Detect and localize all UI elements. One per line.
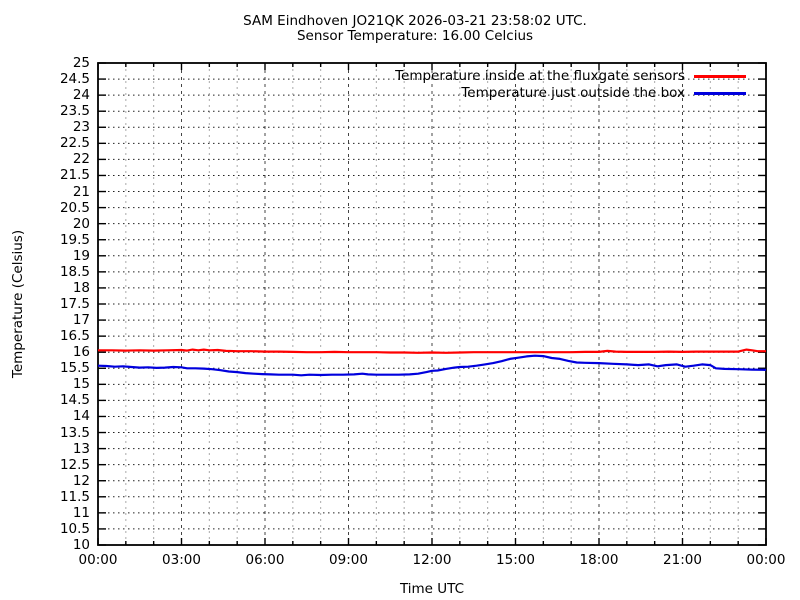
y-tick-label: 16	[72, 344, 90, 361]
y-tick-label: 22	[72, 151, 90, 168]
x-tick-label: 06:00	[245, 552, 285, 568]
y-tick-label: 23.5	[59, 103, 90, 120]
y-tick-label: 18.5	[59, 263, 90, 280]
y-tick-label: 17.5	[59, 296, 90, 312]
y-tick-label: 11.5	[59, 488, 90, 505]
y-tick-label: 20	[72, 215, 90, 232]
legend-line-sample-red	[694, 74, 746, 78]
x-tick-label: 15:00	[496, 552, 535, 568]
y-tick-label: 19	[72, 247, 90, 264]
series-line	[98, 348, 766, 354]
y-tick-label: 13	[72, 440, 90, 457]
y-tick-label: 19.5	[59, 231, 90, 248]
y-tick-label: 20.5	[59, 199, 90, 216]
y-tick-label: 24.5	[59, 71, 90, 88]
y-tick-label: 13.5	[59, 424, 90, 441]
y-tick-label: 15	[72, 376, 90, 393]
x-tick-label: 12:00	[412, 552, 452, 568]
x-tick-label: 00:00	[78, 552, 118, 568]
x-tick-label: 18:00	[579, 552, 619, 568]
y-tick-label: 23	[72, 119, 90, 136]
chart-title: SAM Eindhoven JO21QK 2026-03-21 23:58:02…	[30, 14, 800, 44]
legend-line-sample-blue	[694, 91, 746, 95]
y-tick-label: 18	[72, 279, 90, 296]
y-tick-label: 10.5	[59, 520, 90, 537]
legend-label-outside: Temperature just outside the box	[461, 85, 685, 101]
y-tick-label: 21.5	[59, 167, 90, 184]
y-tick-label: 16.5	[59, 328, 90, 345]
legend-row-inside: Temperature inside at the fluxgate senso…	[395, 68, 746, 84]
y-tick-label: 25	[72, 55, 90, 71]
x-tick-label: 09:00	[329, 552, 368, 568]
x-tick-label: 03:00	[162, 552, 201, 568]
y-tick-label: 17	[72, 312, 90, 329]
x-tick-label: 00:00	[746, 552, 786, 568]
series-line	[97, 354, 767, 377]
y-tick-label: 14	[72, 408, 90, 425]
y-tick-label: 10	[72, 537, 90, 553]
y-tick-label: 22.5	[59, 135, 90, 152]
legend-row-outside: Temperature just outside the box	[461, 85, 746, 101]
y-tick-label: 14.5	[59, 392, 90, 409]
y-tick-label: 12	[72, 472, 90, 489]
x-tick-label: 21:00	[663, 552, 702, 568]
chart-title-line1: SAM Eindhoven JO21QK 2026-03-21 23:58:02…	[243, 13, 587, 29]
y-tick-label: 15.5	[59, 360, 90, 377]
y-tick-label: 12.5	[59, 456, 90, 473]
legend-label-inside: Temperature inside at the fluxgate senso…	[395, 68, 685, 84]
y-tick-label: 11	[72, 504, 90, 521]
legend: Temperature inside at the fluxgate senso…	[395, 68, 746, 101]
y-tick-label: 21	[72, 183, 90, 200]
y-tick-label: 24	[72, 87, 90, 104]
chart-title-line2: Sensor Temperature: 16.00 Celcius	[296, 28, 534, 44]
x-axis-label: Time UTC	[399, 581, 465, 597]
